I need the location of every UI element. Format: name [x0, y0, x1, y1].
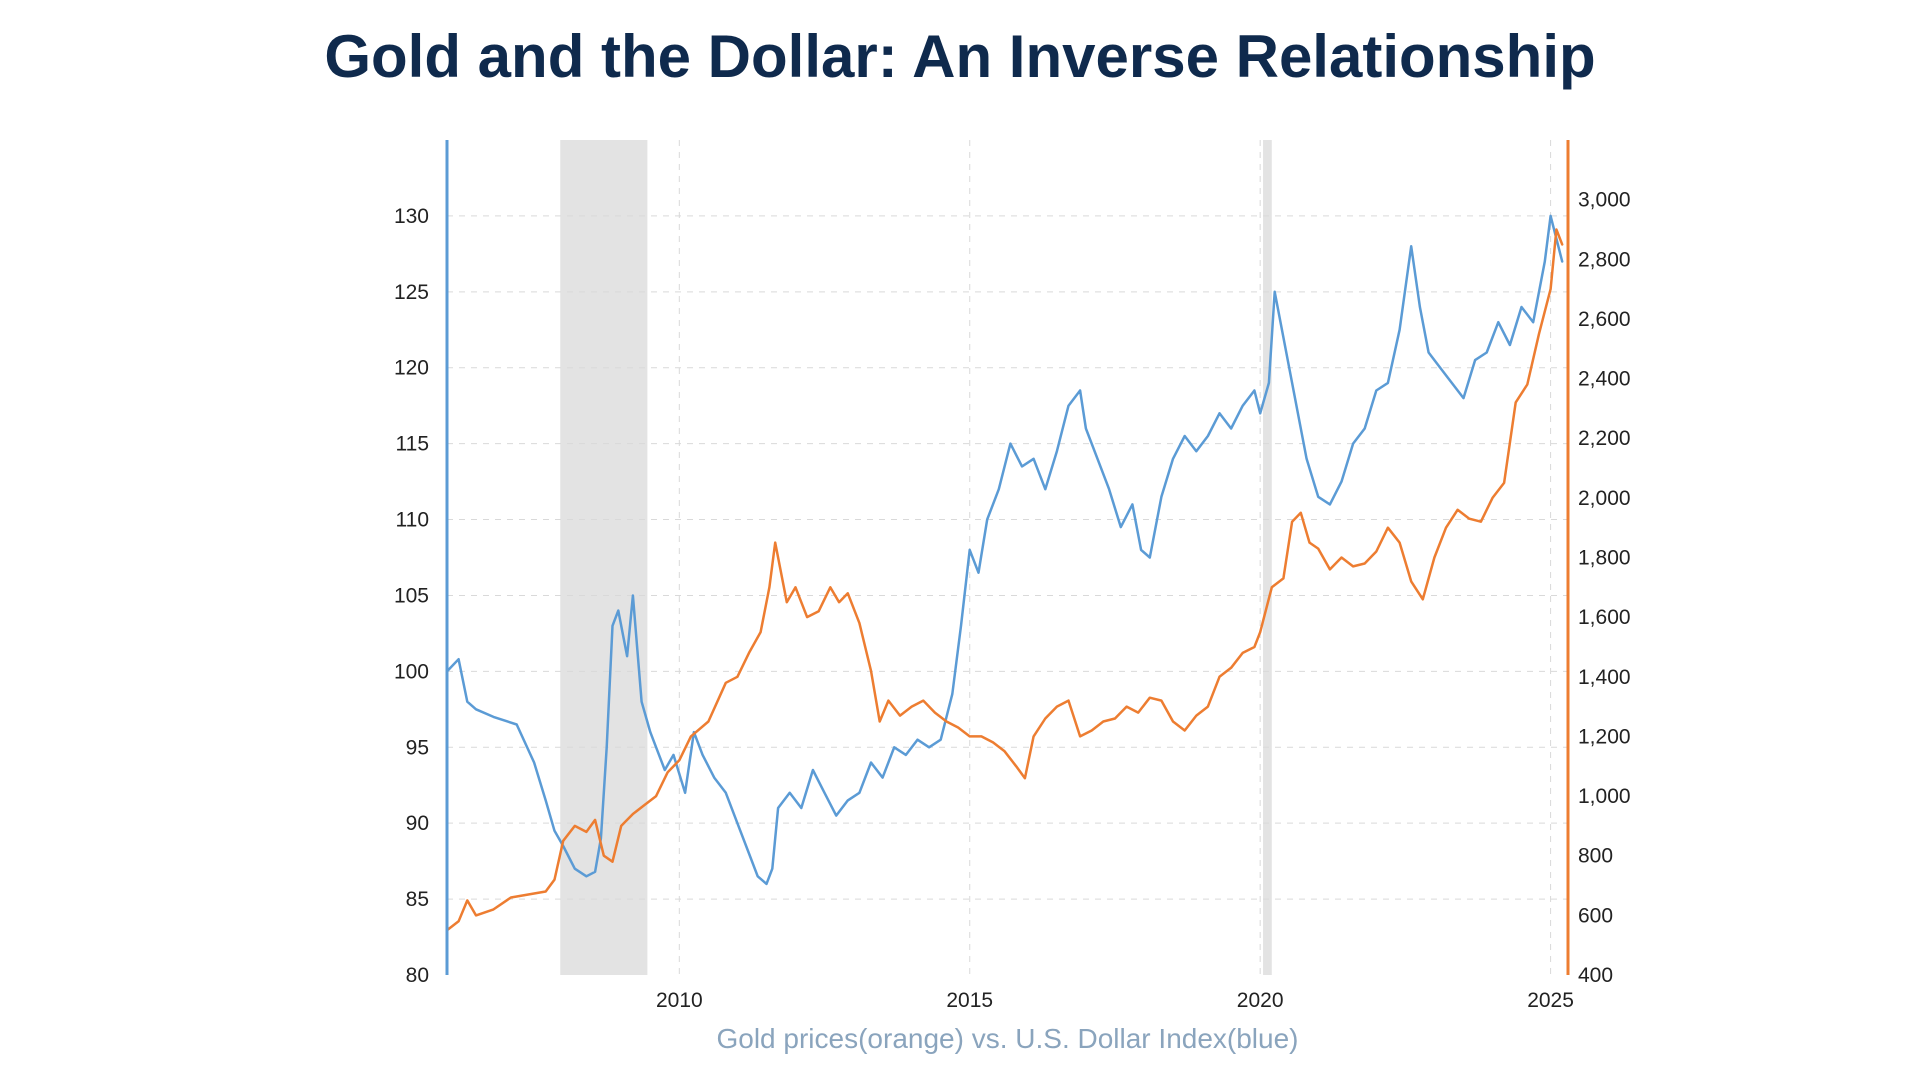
series-lines: [445, 214, 1564, 932]
left-tick-label: 115: [396, 433, 429, 456]
right-tick-label: 800: [1578, 845, 1613, 868]
right-tick-label: 2,600: [1578, 308, 1631, 331]
left-tick-label: 85: [406, 888, 429, 911]
right-tick-label: 400: [1578, 964, 1613, 987]
left-tick-label: 125: [394, 281, 429, 304]
shaded-periods: [560, 140, 1272, 975]
right-tick-label: 1,000: [1578, 785, 1631, 808]
x-tick-label: 2015: [946, 989, 993, 1012]
chart-title: Gold and the Dollar: An Inverse Relation…: [324, 23, 1596, 90]
right-tick-label: 1,800: [1578, 547, 1631, 570]
axes: [445, 140, 1570, 975]
left-tick-label: 105: [394, 584, 429, 607]
left-tick-label: 95: [406, 736, 429, 759]
right-tick-label: 600: [1578, 904, 1613, 927]
left-tick-label: 130: [394, 205, 429, 228]
shaded-period-1: [1263, 140, 1272, 975]
right-tick-label: 1,400: [1578, 666, 1631, 689]
series-line-dollar-index: [445, 214, 1564, 886]
left-tick-label: 80: [406, 964, 429, 987]
series-line-gold-price: [445, 228, 1564, 932]
right-tick-label: 2,800: [1578, 248, 1631, 271]
right-tick-label: 1,600: [1578, 606, 1631, 629]
left-tick-label: 120: [394, 357, 429, 380]
left-tick-label: 110: [396, 509, 429, 532]
right-tick-label: 2,200: [1578, 427, 1631, 450]
right-tick-label: 2,400: [1578, 368, 1631, 391]
x-axis-caption: Gold prices(orange) vs. U.S. Dollar Inde…: [716, 1023, 1298, 1054]
x-tick-label: 2010: [656, 989, 703, 1012]
right-tick-label: 2,000: [1578, 487, 1631, 510]
right-tick-label: 1,200: [1578, 725, 1631, 748]
x-tick-label: 2025: [1527, 989, 1574, 1012]
shaded-period-0: [560, 140, 648, 975]
right-tick-label: 3,000: [1578, 189, 1631, 212]
x-tick-label: 2020: [1237, 989, 1284, 1012]
left-tick-label: 100: [394, 660, 429, 683]
left-tick-label: 90: [406, 812, 429, 835]
tick-labels: 80 85 90 95 100 105 110 115 120 125 130 400 600 800 1,…: [394, 189, 1631, 1012]
